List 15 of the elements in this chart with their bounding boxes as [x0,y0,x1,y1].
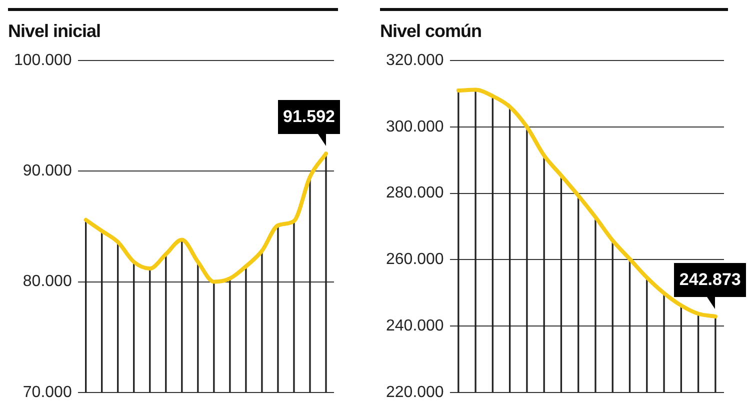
y-tick-label: 240.000 [386,317,444,334]
y-tick-label: 280.000 [386,184,444,202]
y-tick-label: 70.000 [22,384,72,401]
chart-title: Nivel inicial [8,8,338,45]
y-tick-label: 90.000 [22,162,72,180]
y-tick-label: 80.000 [22,273,72,290]
data-label: 91.592 [278,100,340,134]
y-tick-label: 260.000 [386,251,444,268]
chart-title: Nivel común [380,8,728,45]
y-tick-label: 100.000 [14,52,72,70]
y-tick-label: 220.000 [386,384,444,401]
y-tick-label: 320.000 [386,52,444,70]
data-label: 242.873 [674,262,746,296]
y-tick-label: 300.000 [386,118,444,136]
line-series [84,152,328,284]
